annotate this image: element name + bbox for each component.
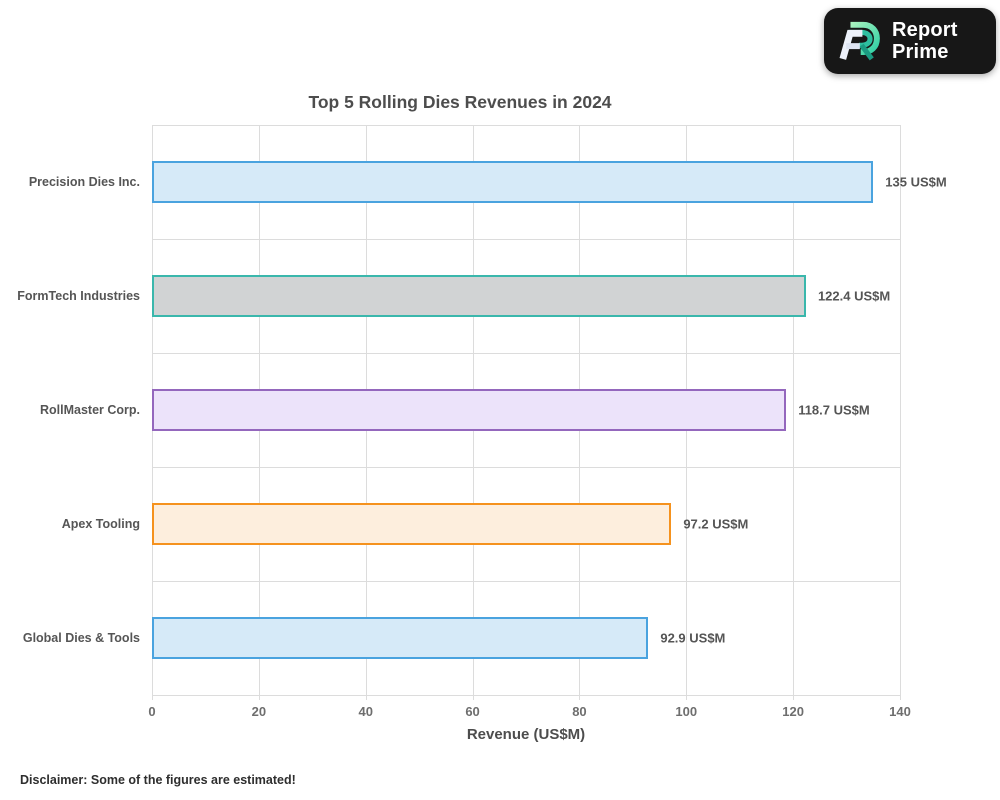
band-separator-line xyxy=(152,353,900,354)
category-label: Apex Tooling xyxy=(61,517,140,531)
x-tick-label: 60 xyxy=(465,704,480,719)
plot-area: 0 20 40 60 80 100 120 140 135 US$M Precision Dies… xyxy=(17,125,947,719)
bar-value-label: 118.7 US$M xyxy=(798,402,870,418)
x-tick-label: 40 xyxy=(358,704,373,719)
band-separator-line xyxy=(152,239,900,240)
bar-value-label: 122.4 US$M xyxy=(817,288,891,304)
band-separator-line xyxy=(152,125,900,126)
x-tick-label: 0 xyxy=(148,704,156,719)
category-label: FormTech Industries xyxy=(17,289,140,303)
category-label: Global Dies & Tools xyxy=(22,631,140,645)
x-tick-label: 140 xyxy=(889,704,911,719)
logo-line2: Prime xyxy=(892,41,949,63)
bar-value-label: 135 US$M xyxy=(885,174,947,190)
x-tick-label: 100 xyxy=(675,704,698,719)
category-label: RollMaster Corp. xyxy=(39,403,140,417)
band-separator-line xyxy=(152,581,900,582)
x-tick-label: 20 xyxy=(251,704,267,719)
logo-line1: Report xyxy=(892,19,958,41)
x-tick-label: 120 xyxy=(782,704,804,719)
report-prime-icon xyxy=(839,21,880,61)
bar xyxy=(152,275,806,317)
x-axis-line xyxy=(152,695,900,696)
bar xyxy=(152,161,874,203)
chart-title: Top 5 Rolling Dies Revenues in 2024 xyxy=(308,92,612,112)
bar-value-label: 97.2 US$M xyxy=(683,516,749,532)
gridline-vertical xyxy=(793,125,795,700)
category-label: Precision Dies Inc. xyxy=(28,175,140,189)
logo-text: Report Prime xyxy=(892,19,958,63)
report-prime-logo: Report Prime xyxy=(824,8,996,74)
gridline-vertical xyxy=(900,125,901,700)
x-axis-title: Revenue (US$M) xyxy=(466,726,586,743)
band-separator-line xyxy=(152,467,900,468)
bar xyxy=(152,617,649,659)
x-tick-label: 80 xyxy=(572,704,587,719)
bar-value-label: 92.9 US$M xyxy=(660,630,726,646)
bar xyxy=(152,503,672,545)
bar xyxy=(152,389,787,431)
disclaimer: Disclaimer: Some of the figures are esti… xyxy=(20,773,296,787)
